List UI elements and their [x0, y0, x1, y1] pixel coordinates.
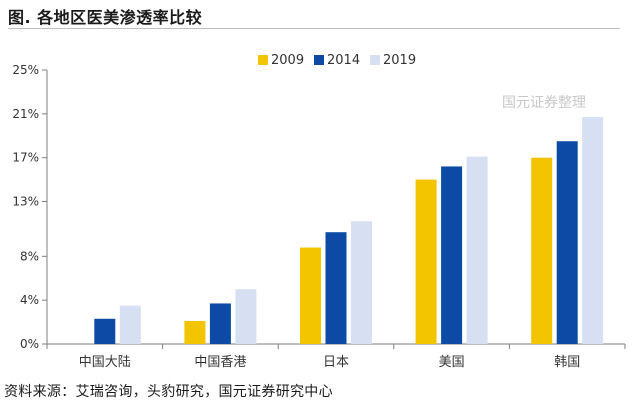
bars-layer [94, 117, 604, 345]
bar-2019 [235, 289, 257, 344]
chart-title: 图. 各地区医美渗透率比较 [8, 8, 203, 27]
x-tick-label: 日本 [323, 355, 349, 370]
x-tick-label: 美国 [439, 355, 465, 370]
legend-swatch-2009 [258, 55, 268, 65]
y-tick-label: 8% [20, 249, 39, 263]
bar-2019 [582, 117, 604, 345]
legend-swatch-2019 [370, 55, 380, 65]
y-tick-label: 4% [20, 293, 39, 307]
bar-2019 [119, 305, 141, 344]
legend-label-2019: 2019 [383, 53, 416, 68]
legend-swatch-2014 [314, 55, 324, 65]
axis-layer: 0% 4% 8% 13% 17% 21% 25% 中国大陆 中国香港 日本 美国 韩国 [12, 63, 626, 370]
y-tick-label: 21% [12, 107, 39, 121]
legend: 2009 2014 2019 [258, 53, 416, 68]
x-tick-label: 韩国 [554, 355, 580, 370]
bar-2019 [351, 221, 372, 344]
bar-2014 [441, 166, 463, 344]
bar-2014 [209, 303, 231, 344]
bar-2014 [325, 232, 347, 344]
legend-label-2014: 2014 [327, 53, 360, 68]
x-tick-label: 中国大陆 [79, 354, 131, 370]
bar-2009 [415, 179, 437, 344]
watermark: 国元证券整理 [502, 95, 586, 111]
legend-label-2009: 2009 [271, 53, 304, 68]
source-note: 资料来源：艾瑞咨询，头豹研究，国元证券研究中心 [4, 384, 333, 400]
y-tick-label: 17% [12, 151, 39, 165]
bar-2009 [184, 320, 206, 344]
bar-2014 [556, 141, 578, 344]
y-tick-label: 25% [12, 63, 39, 77]
bar-2019 [466, 156, 488, 344]
x-tick-label: 中国香港 [194, 355, 246, 370]
y-tick-label: 13% [12, 195, 39, 209]
bar-2009 [531, 157, 553, 344]
bar-2009 [300, 247, 321, 344]
y-tick-label: 0% [20, 337, 39, 351]
title-divider [8, 28, 620, 29]
bar-2014 [94, 318, 116, 344]
